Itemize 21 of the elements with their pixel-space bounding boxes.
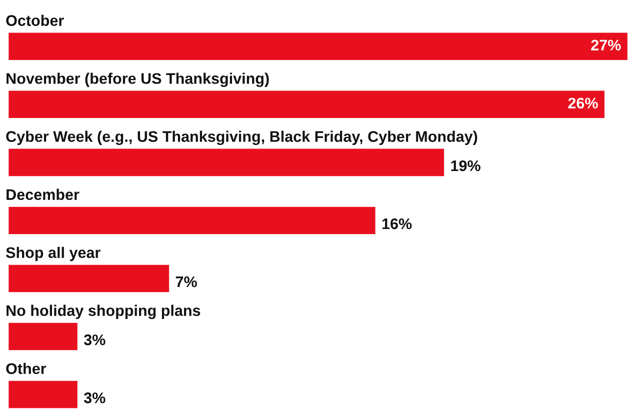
bar	[8, 322, 78, 350]
y-tick-label: December	[6, 188, 80, 200]
y-tick-label: November (before US Thanksgiving)	[6, 72, 269, 88]
y-tick-label: October	[6, 14, 64, 26]
bar	[8, 380, 78, 408]
data-label: 26%	[568, 98, 598, 109]
bar	[8, 206, 376, 234]
data-label: 3%	[84, 334, 106, 346]
bar	[8, 264, 170, 292]
bar	[8, 32, 628, 60]
data-label: 27%	[591, 40, 621, 50]
data-label: 3%	[84, 392, 106, 404]
y-tick-label: Other	[6, 362, 46, 374]
bar	[8, 148, 444, 176]
y-tick-label: Shop all year	[6, 246, 100, 262]
y-tick-label: No holiday shopping plans	[6, 304, 200, 320]
data-label: 19%	[451, 160, 480, 172]
y-tick-label: Cyber Week (e.g., US Thanksgiving, Black Friday, Cyber Monday)	[6, 130, 478, 146]
data-label: 7%	[176, 276, 197, 288]
data-label: 16%	[382, 218, 412, 230]
bar	[8, 90, 604, 118]
